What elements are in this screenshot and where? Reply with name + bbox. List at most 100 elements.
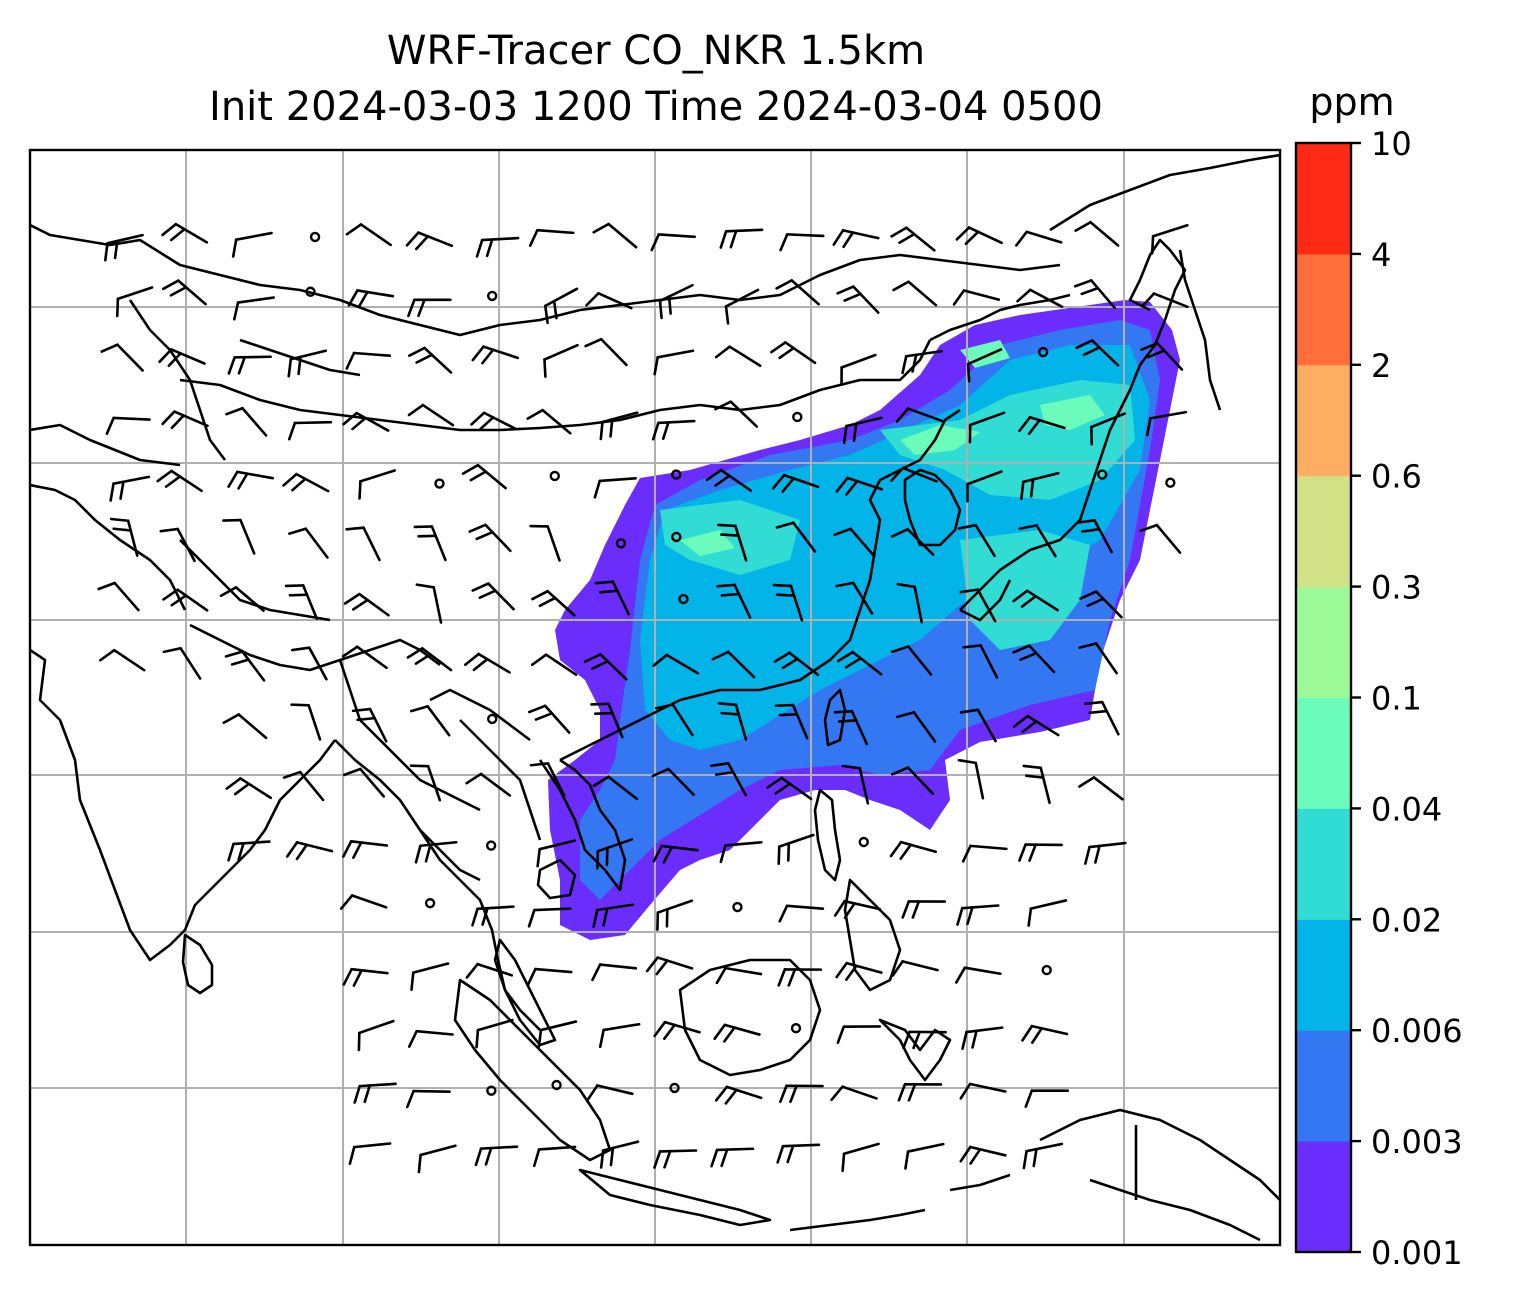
wind-barb-staff — [788, 651, 820, 677]
wind-barb-feather — [526, 967, 537, 986]
wind-barb-feather — [833, 527, 852, 537]
wind-barb-feather — [485, 238, 494, 258]
wind-barb-feather — [833, 899, 846, 917]
wind-barb-feather — [775, 593, 796, 597]
wind-barb-staff — [539, 1020, 578, 1032]
wind-barb-feather — [896, 582, 917, 589]
wind-barb-staff — [476, 463, 507, 490]
wind-barb-staff — [411, 962, 450, 974]
wind-barb-feather — [592, 222, 610, 234]
wind-barb-feather — [348, 1145, 356, 1165]
wind-barb-feather — [290, 703, 310, 707]
wind-barb-feather — [775, 521, 795, 529]
border-inner2 — [429, 688, 531, 742]
wind-barb-feather — [1150, 234, 1155, 255]
wind-barb-staff — [968, 411, 1006, 427]
wind-barb-staff — [239, 518, 256, 555]
tracer-level-004-d — [680, 530, 735, 556]
wind-barb-staff — [724, 966, 763, 976]
wind-barb-feather — [1022, 764, 1043, 770]
wind-barb-staff — [538, 839, 576, 851]
wind-barb-staff — [602, 1022, 641, 1032]
wind-barb-feather — [282, 472, 298, 487]
wind-barb-feather — [407, 1029, 418, 1048]
wind-barb-feather — [417, 298, 426, 318]
wind-barb-staff — [170, 348, 206, 365]
wind-barb-feather — [158, 348, 173, 364]
wind-barb-feather — [609, 418, 614, 438]
wind-barb-staff — [112, 475, 151, 485]
coast-srilanka — [181, 933, 214, 995]
wind-barb-staff — [176, 527, 196, 563]
wind-barb-staff — [1090, 412, 1127, 429]
wind-barb-feather — [1081, 527, 1101, 533]
wind-barb-staff — [352, 1142, 392, 1149]
wind-barb-staff — [1028, 415, 1066, 430]
colorbar-segment — [1296, 808, 1351, 920]
wind-barb-feather — [891, 960, 904, 977]
wind-barb-staff — [116, 343, 144, 372]
wind-barb-staff — [791, 703, 809, 740]
coast-sumatra — [453, 978, 612, 1162]
wind-barb-staff — [1026, 714, 1060, 737]
wind-barb-feather — [583, 653, 602, 664]
wind-barb-staff — [112, 648, 146, 672]
wind-barb-feather — [285, 841, 299, 858]
wind-barb-staff — [913, 585, 924, 624]
wind-barb-feather — [471, 907, 479, 927]
wind-barb-feather — [410, 971, 415, 991]
coast-kamchatka — [1049, 153, 1280, 232]
wind-barb-feather — [841, 764, 862, 770]
wind-barb-feather — [1027, 907, 1033, 927]
wind-barb-feather — [661, 421, 670, 440]
wind-barb-staff — [116, 286, 154, 301]
wind-barb-staff — [1100, 700, 1120, 736]
wind-barb-staff — [106, 233, 144, 245]
wind-barb-feather — [771, 473, 786, 490]
wind-barb-staff — [665, 653, 700, 675]
wind-barb-staff — [417, 231, 454, 248]
wind-barb-feather — [233, 301, 240, 321]
wind-barb-feather — [342, 767, 362, 777]
wind-barb-feather — [1086, 597, 1105, 608]
wind-barb-feather — [954, 966, 967, 984]
wind-barb-feather — [162, 279, 180, 291]
wind-barb-staff — [541, 408, 572, 435]
wind-barb-staff — [601, 1140, 640, 1152]
wind-barb-staff — [1090, 339, 1120, 367]
wind-barb-staff — [597, 291, 633, 310]
wind-barb-feather — [1075, 339, 1094, 350]
coast-indochina — [538, 758, 627, 892]
calm-wind-circle — [732, 901, 743, 913]
wind-barb-feather — [282, 770, 302, 779]
wind-barb-staff — [858, 766, 870, 805]
wind-barb-feather — [237, 355, 246, 375]
wind-barb-staff — [734, 703, 748, 741]
colorbar: 0.001 0.003 0.006 0.02 0.04 0.1 0.3 0.6 2 4 10 — [1294, 125, 1463, 1272]
wind-barb-feather — [169, 285, 188, 297]
wind-barb-feather — [711, 650, 730, 661]
wind-barb-staff — [846, 476, 884, 491]
wind-barb-feather — [1027, 418, 1041, 436]
calm-wind-circle — [671, 531, 682, 543]
wind-barb-feather — [770, 341, 787, 354]
wind-barb-feather — [161, 222, 178, 237]
wind-barb-feather — [602, 907, 609, 927]
wind-barb-feather — [775, 279, 793, 290]
wind-barb-feather — [779, 1084, 788, 1103]
wind-barb-feather — [1024, 1089, 1034, 1108]
wind-barb-feather — [414, 653, 432, 665]
wind-barb-feather — [417, 1153, 422, 1174]
wind-barb-feather — [351, 598, 369, 611]
wind-barb-feather — [1140, 341, 1159, 352]
wind-barb-feather — [1018, 415, 1032, 433]
wind-barb-staff — [979, 644, 999, 679]
wind-barb-feather — [470, 411, 486, 426]
wind-barb-staff — [430, 525, 447, 562]
wind-barb-feather — [1083, 700, 1104, 706]
wind-barb-feather — [714, 345, 731, 359]
wind-barb-feather — [651, 421, 660, 441]
wind-barb-feather — [907, 1083, 917, 1102]
wind-barb-feather — [406, 647, 424, 659]
wind-barb-feather — [836, 285, 855, 295]
